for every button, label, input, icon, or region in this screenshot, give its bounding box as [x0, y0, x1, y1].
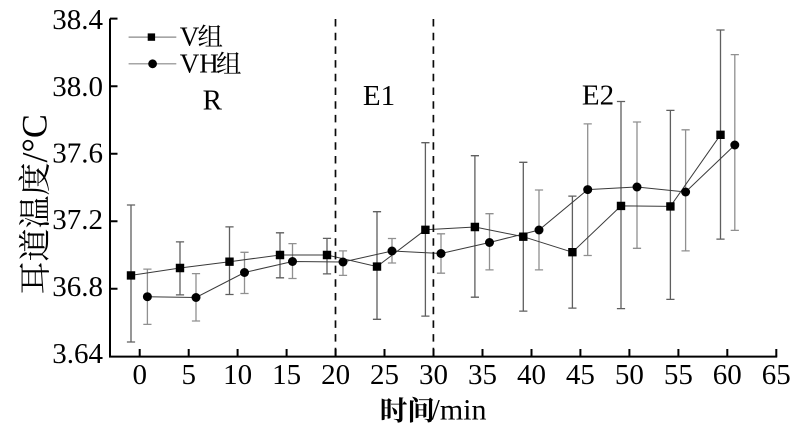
svg-text:25: 25	[370, 359, 399, 391]
svg-text:5: 5	[181, 359, 196, 391]
svg-text:E1: E1	[363, 80, 395, 112]
svg-text:38.0: 38.0	[52, 71, 103, 103]
svg-text:E2: E2	[582, 80, 614, 112]
svg-text:65: 65	[762, 359, 791, 391]
svg-text:40: 40	[517, 359, 546, 391]
svg-text:VH: VH	[180, 49, 219, 79]
svg-text:35: 35	[468, 359, 497, 391]
svg-text:0: 0	[132, 359, 147, 391]
svg-text:V: V	[180, 22, 200, 52]
svg-text:45: 45	[566, 359, 595, 391]
svg-text:R: R	[203, 85, 223, 117]
svg-text:/min: /min	[432, 394, 487, 427]
svg-text:50: 50	[615, 359, 644, 391]
svg-text:60: 60	[713, 359, 742, 391]
svg-text:/°C: /°C	[15, 114, 55, 162]
svg-text:55: 55	[664, 359, 693, 391]
svg-text:36.8: 36.8	[52, 271, 103, 303]
svg-text:10: 10	[223, 359, 252, 391]
svg-text:15: 15	[272, 359, 301, 391]
svg-text:30: 30	[419, 359, 448, 391]
svg-text:38.4: 38.4	[52, 4, 103, 36]
svg-text:20: 20	[321, 359, 350, 391]
svg-text:3.64: 3.64	[52, 338, 103, 370]
svg-text:37.2: 37.2	[52, 204, 103, 236]
svg-text:37.6: 37.6	[52, 138, 103, 170]
